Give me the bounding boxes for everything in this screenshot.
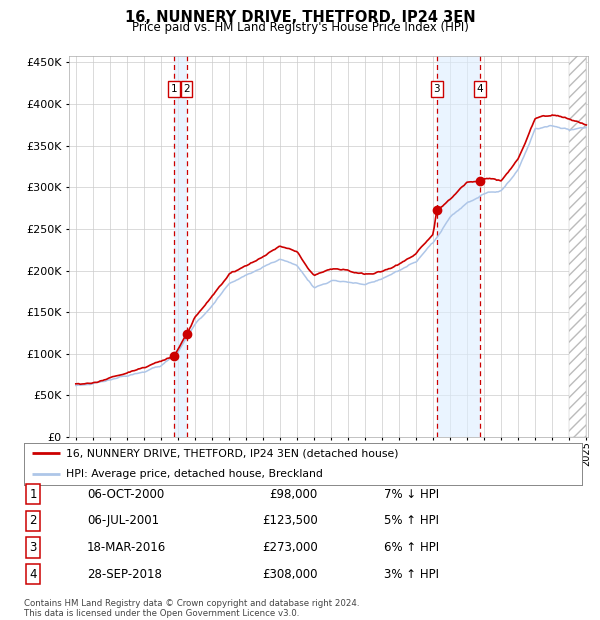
Text: £123,500: £123,500 [262,515,318,527]
Text: 4: 4 [476,84,483,94]
Text: 06-OCT-2000: 06-OCT-2000 [87,488,164,500]
Text: 2: 2 [183,84,190,94]
Bar [174,56,187,437]
Text: 16, NUNNERY DRIVE, THETFORD, IP24 3EN (detached house): 16, NUNNERY DRIVE, THETFORD, IP24 3EN (d… [66,448,398,458]
Text: 18-MAR-2016: 18-MAR-2016 [87,541,166,554]
Text: This data is licensed under the Open Government Licence v3.0.: This data is licensed under the Open Gov… [24,609,299,618]
Text: 4: 4 [29,568,37,580]
Text: £273,000: £273,000 [262,541,318,554]
Text: 16, NUNNERY DRIVE, THETFORD, IP24 3EN: 16, NUNNERY DRIVE, THETFORD, IP24 3EN [125,10,475,25]
Text: 2: 2 [29,515,37,527]
Bar [437,56,480,437]
Text: 1: 1 [29,488,37,500]
Text: 1: 1 [170,84,178,94]
Text: 7% ↓ HPI: 7% ↓ HPI [384,488,439,500]
Text: 5% ↑ HPI: 5% ↑ HPI [384,515,439,527]
Text: Contains HM Land Registry data © Crown copyright and database right 2024.: Contains HM Land Registry data © Crown c… [24,600,359,608]
Text: HPI: Average price, detached house, Breckland: HPI: Average price, detached house, Brec… [66,469,323,479]
Text: 3: 3 [29,541,37,554]
Text: 3: 3 [433,84,440,94]
Text: £308,000: £308,000 [263,568,318,580]
Text: 28-SEP-2018: 28-SEP-2018 [87,568,162,580]
Text: 06-JUL-2001: 06-JUL-2001 [87,515,159,527]
Text: Price paid vs. HM Land Registry's House Price Index (HPI): Price paid vs. HM Land Registry's House … [131,22,469,34]
Text: 6% ↑ HPI: 6% ↑ HPI [384,541,439,554]
Text: 3% ↑ HPI: 3% ↑ HPI [384,568,439,580]
Text: £98,000: £98,000 [270,488,318,500]
